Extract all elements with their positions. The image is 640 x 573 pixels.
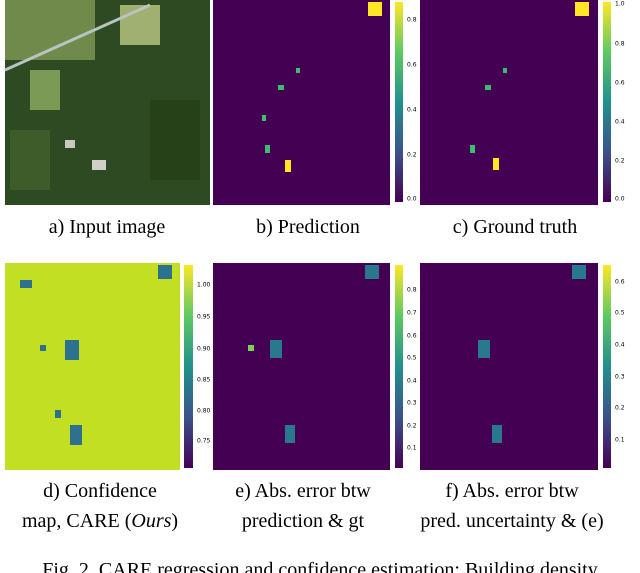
colorbar-tick-label: 0.6 <box>615 279 625 286</box>
colorbar-tick-label: 0.6 <box>615 80 625 87</box>
colorbar <box>184 265 193 468</box>
panel-caption: a) Input image <box>49 216 166 238</box>
colorbar-tick-label: 0.5 <box>407 355 417 362</box>
colorbar-tick-label: 0.8 <box>407 287 417 294</box>
prediction-blobs <box>262 2 382 172</box>
caption-part: ) <box>171 510 178 532</box>
colorbar-tick-label: 1.0 <box>615 1 625 8</box>
panel-caption: c) Ground truth <box>453 216 577 238</box>
uncertainty-error-map <box>420 263 598 470</box>
colorbar-tick-label: 0.2 <box>615 405 625 412</box>
ground-truth-blobs <box>470 2 589 170</box>
colorbar-tick-label: 0.4 <box>407 378 417 385</box>
caption-part: map, CARE ( <box>22 510 132 532</box>
colorbar-tick-label: 1.00 <box>197 282 211 289</box>
colorbar-tick-label: 0.1 <box>407 445 417 452</box>
colorbar-tick-label: 0.0 <box>407 196 417 203</box>
confidence-blobs <box>20 265 172 445</box>
colorbar-tick-label: 0.2 <box>407 152 417 159</box>
colorbar-tick-label: 0.6 <box>407 333 417 340</box>
panel-caption: e) Abs. error btw <box>235 480 371 502</box>
colorbar <box>395 265 403 468</box>
colorbar <box>603 2 611 202</box>
colorbar <box>603 265 611 468</box>
uncertainty-blobs <box>478 265 586 443</box>
confidence-map <box>5 263 180 470</box>
panel-caption: f) Abs. error btw <box>445 480 579 502</box>
colorbar-tick-label: 0.2 <box>407 423 417 430</box>
error-map <box>213 263 390 470</box>
prediction-map <box>213 0 390 205</box>
colorbar-tick-label: 0.6 <box>407 62 417 69</box>
colorbar-tick-label: 0.85 <box>197 377 211 384</box>
colorbar-tick-label: 0.8 <box>407 17 417 24</box>
colorbar-tick-label: 0.80 <box>197 408 211 415</box>
colorbar-tick-label: 0.8 <box>615 41 625 48</box>
colorbar-tick-label: 0.4 <box>615 342 625 349</box>
caption-italic: Ours <box>131 510 171 532</box>
colorbar-tick-label: 0.1 <box>615 437 625 444</box>
colorbar-tick-label: 0.5 <box>615 310 625 317</box>
colorbar-tick-label: 0.4 <box>407 107 417 114</box>
colorbar <box>395 2 403 202</box>
colorbar-tick-label: 0.2 <box>615 158 625 165</box>
input-image <box>4 0 210 205</box>
panel-caption: b) Prediction <box>256 216 360 238</box>
panel-caption: map, CARE (Ours) <box>22 510 178 532</box>
panel-caption: pred. uncertainty & (e) <box>420 510 603 532</box>
figure-caption: Fig. 2. CARE regression and confidence e… <box>42 559 597 573</box>
colorbar-tick-label: 0.4 <box>615 119 625 126</box>
colorbar-tick-label: 0.3 <box>615 374 625 381</box>
error-blobs <box>248 265 379 443</box>
colorbar-tick-label: 0.3 <box>407 400 417 407</box>
colorbar-tick-label: 0.95 <box>197 314 211 321</box>
colorbar-tick-label: 0.0 <box>615 196 625 203</box>
panel-caption: prediction & gt <box>242 510 365 532</box>
colorbar-tick-label: 0.7 <box>407 310 417 317</box>
colorbar-tick-label: 0.90 <box>197 346 211 353</box>
ground-truth-map <box>420 0 598 205</box>
colorbar-tick-label: 0.75 <box>197 438 211 445</box>
panel-caption: d) Confidence <box>43 480 157 502</box>
